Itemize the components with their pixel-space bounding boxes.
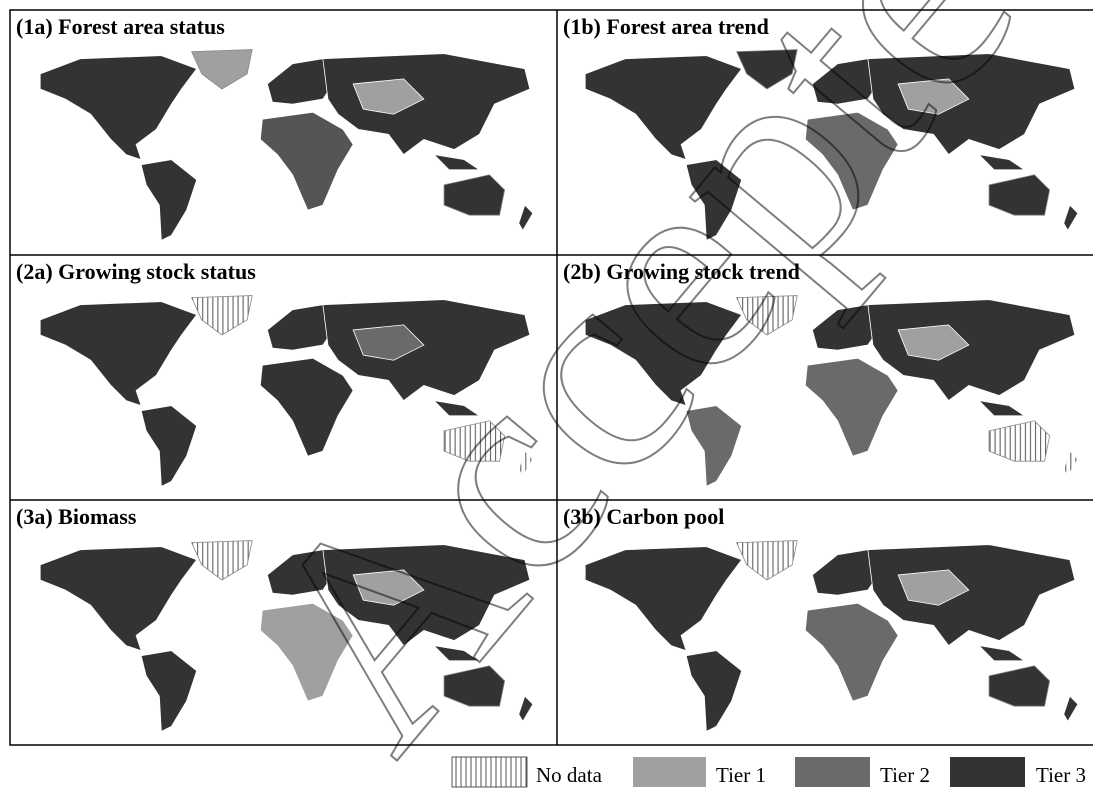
panel-title: (3b) Carbon pool [563,504,724,529]
legend-label: No data [536,763,603,787]
legend-label: Tier 2 [880,763,930,787]
legend-label: Tier 3 [1036,763,1086,787]
legend: No data Tier 1 Tier 2 Tier 3 [451,756,1086,788]
panel-title: (1b) Forest area trend [563,14,769,39]
legend-swatch [950,757,1025,787]
panel-title: (1a) Forest area status [16,14,225,39]
legend-label: Tier 1 [716,763,766,787]
map [584,540,1079,732]
panel-title: (2b) Growing stock trend [563,259,800,284]
legend-swatch [451,756,528,788]
panels: (1a) Forest area status (1b) Forest area… [9,9,1093,746]
legend-swatch [633,757,706,787]
panel-title: (2a) Growing stock status [16,259,256,284]
legend-swatch [795,757,870,787]
map [39,49,534,241]
panel-title: (3a) Biomass [16,504,137,529]
